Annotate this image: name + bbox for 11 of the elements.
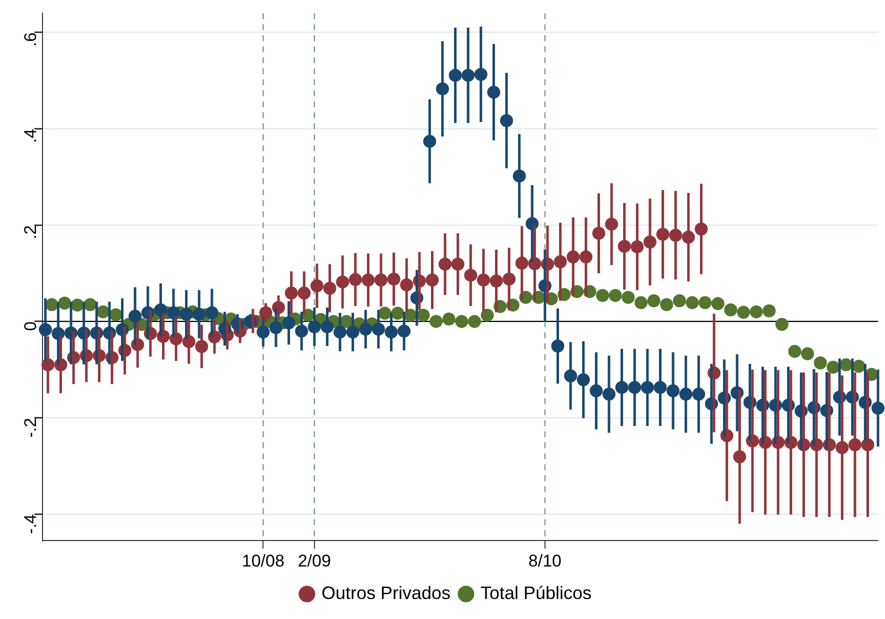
legend-label: Outros Privados [321,582,451,603]
x-tick-label: 10/08 [242,551,284,570]
y-tick-label: -.4 [21,514,40,534]
y-tick-label: 0 [21,321,40,331]
y-tick-label: .6 [21,32,40,47]
y-tick-label: .4 [21,128,40,143]
legend-label: Total Públicos [480,582,592,603]
y-tick-label: -.2 [21,418,40,438]
y-tick-label: .2 [21,225,40,240]
x-tick-label: 8/10 [528,551,562,570]
x-tick-label: 2/09 [298,551,331,570]
